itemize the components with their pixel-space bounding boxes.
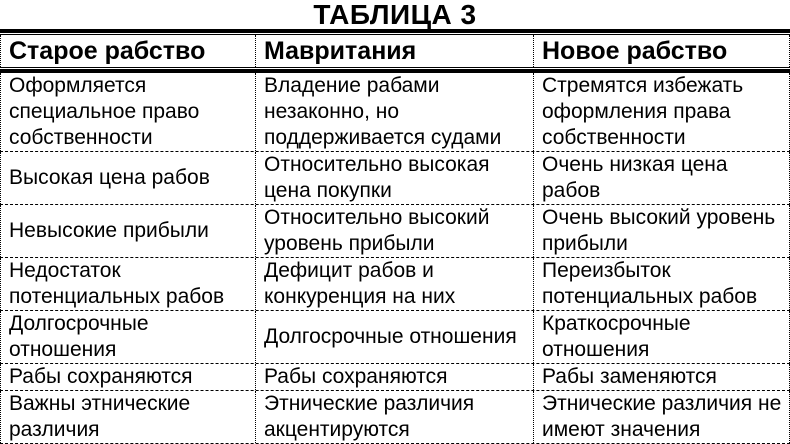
table-cell: Оформляется специальное право собственно… bbox=[0, 73, 255, 151]
table-cell: Относительно высокий уровень прибыли bbox=[255, 205, 533, 257]
table-cell: Дефицит рабов и конкуренция на них bbox=[255, 258, 533, 310]
table-row: Рабы сохраняются Рабы сохраняются Рабы з… bbox=[0, 364, 790, 391]
table-row: Долгосрочные отношения Долгосрочные отно… bbox=[0, 311, 790, 364]
table-cell: Очень низкая цена рабов bbox=[533, 152, 790, 204]
table-cell: Долгосрочные отношения bbox=[255, 311, 533, 363]
table-cell: Рабы сохраняются bbox=[0, 364, 255, 390]
header-bottom-thin-rule bbox=[0, 67, 790, 68]
table-cell: Невысокие прибыли bbox=[0, 205, 255, 257]
table-cell: Рабы сохраняются bbox=[255, 364, 533, 390]
column-header-mauritania: Мавритания bbox=[255, 35, 533, 67]
header-top-thick-rule bbox=[0, 29, 790, 33]
table-cell: Долгосрочные отношения bbox=[0, 311, 255, 363]
table-cell: Рабы заменяются bbox=[533, 364, 790, 390]
table-row: Важны этнические различия Этнические раз… bbox=[0, 391, 790, 444]
table-cell: Этнические различия не имеют значения bbox=[533, 391, 790, 443]
table-cell: Переизбыток потенциальных рабов bbox=[533, 258, 790, 310]
table-cell: Важны этнические различия bbox=[0, 391, 255, 443]
table-cell: Краткосрочные отношения bbox=[533, 311, 790, 363]
column-header-new-slavery: Новое рабство bbox=[533, 35, 790, 67]
table-cell: Высокая цена рабов bbox=[0, 152, 255, 204]
table-row: Недостаток потенциальных рабов Дефицит р… bbox=[0, 258, 790, 311]
table-cell: Относительно высокая цена покупки bbox=[255, 152, 533, 204]
header-bottom-thick-rule bbox=[0, 69, 790, 73]
table-cell: Очень высокий уровень прибыли bbox=[533, 205, 790, 257]
table-header-row: Старое рабство Мавритания Новое рабство bbox=[0, 35, 790, 67]
table-title: ТАБЛИЦА 3 bbox=[313, 0, 477, 30]
table-cell: Владение рабами незаконно, но поддержива… bbox=[255, 73, 533, 151]
table-cell: Стремятся избежать оформления права собс… bbox=[533, 73, 790, 151]
table-row: Невысокие прибыли Относительно высокий у… bbox=[0, 205, 790, 258]
header-top-thin-rule bbox=[0, 34, 790, 35]
table-row: Высокая цена рабов Относительно высокая … bbox=[0, 152, 790, 205]
table-body: Оформляется специальное право собственно… bbox=[0, 73, 790, 444]
table-row: Оформляется специальное право собственно… bbox=[0, 73, 790, 152]
column-header-old-slavery: Старое рабство bbox=[0, 35, 255, 67]
comparison-table: Старое рабство Мавритания Новое рабство … bbox=[0, 29, 790, 444]
table-cell: Недостаток потенциальных рабов bbox=[0, 258, 255, 310]
table-cell: Этнические различия акцентируются bbox=[255, 391, 533, 443]
